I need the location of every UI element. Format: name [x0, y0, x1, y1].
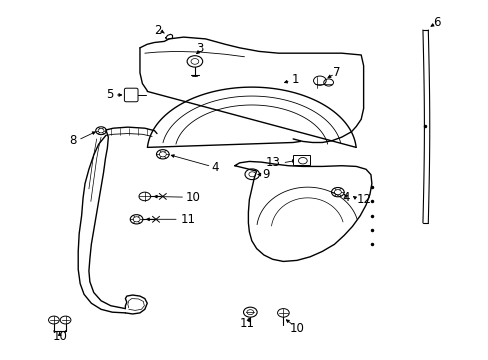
Text: 1: 1: [291, 73, 299, 86]
Text: 4: 4: [211, 161, 219, 174]
Text: 10: 10: [52, 330, 67, 343]
FancyBboxPatch shape: [292, 156, 309, 165]
Text: 7: 7: [332, 66, 340, 79]
Text: 11: 11: [180, 213, 195, 226]
Text: 13: 13: [265, 156, 281, 169]
Text: 6: 6: [432, 15, 439, 28]
Text: 4: 4: [342, 192, 349, 204]
Text: 11: 11: [239, 317, 254, 330]
Text: 10: 10: [185, 191, 200, 204]
Text: 10: 10: [289, 322, 304, 335]
Text: 8: 8: [69, 134, 77, 147]
FancyBboxPatch shape: [124, 88, 138, 102]
Text: 5: 5: [105, 89, 113, 102]
Text: 3: 3: [196, 42, 203, 55]
Text: 9: 9: [262, 168, 269, 181]
Text: 12: 12: [356, 193, 370, 206]
Text: 2: 2: [154, 24, 162, 37]
